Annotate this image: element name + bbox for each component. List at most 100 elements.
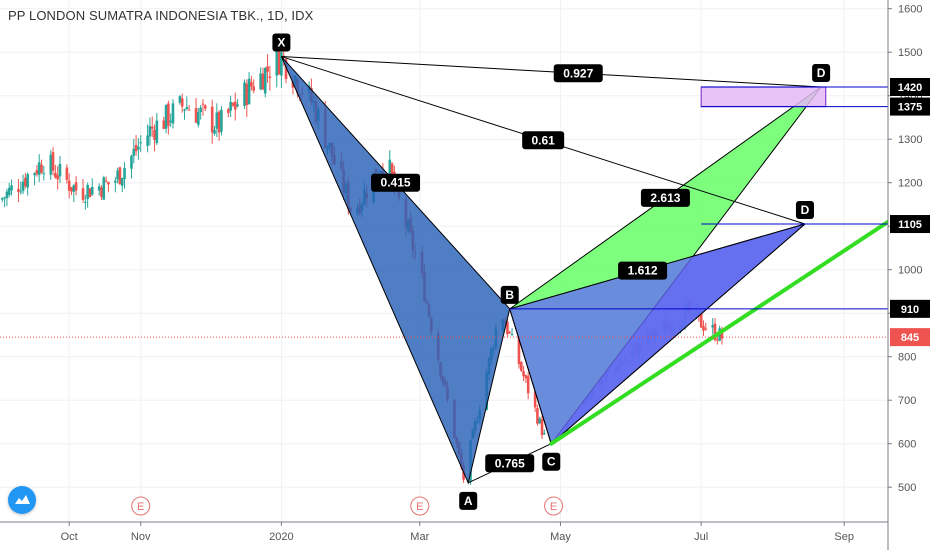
point-badge (812, 64, 831, 82)
candle-body (716, 339, 719, 341)
y-tick-label: 800 (898, 352, 916, 364)
candle-body (517, 335, 521, 365)
candle-body (197, 112, 200, 125)
candle-body (21, 181, 25, 192)
candle-body (720, 331, 724, 339)
y-tick-label: 1600 (898, 4, 922, 16)
candle-body (24, 177, 27, 187)
candle-body (268, 76, 272, 79)
candle-body (155, 120, 159, 143)
candle-body (114, 180, 117, 183)
candle-body (51, 152, 55, 171)
candle-body (210, 106, 214, 133)
candle-body (17, 188, 20, 193)
candle-body (104, 180, 108, 182)
candle-body (522, 371, 525, 377)
candle-body (215, 112, 219, 129)
candle-body (167, 103, 170, 126)
candle-body (26, 174, 29, 188)
y-tick-label: 1200 (898, 178, 922, 190)
app-logo[interactable] (8, 486, 36, 514)
x-tick-label: Nov (131, 531, 151, 543)
candle-body (194, 108, 198, 123)
candle-body (42, 173, 46, 175)
candle-body (277, 51, 281, 75)
candle-body (510, 334, 514, 336)
candle-body (178, 96, 182, 103)
level-badge-1105-bg (890, 215, 930, 234)
candle-body (97, 186, 101, 191)
candle-body (524, 375, 528, 379)
candle-body (54, 172, 57, 178)
candle-body (233, 101, 237, 110)
candle-body (536, 408, 539, 424)
candle-body (183, 109, 186, 111)
point-badge (542, 452, 561, 471)
point-badge (272, 33, 291, 52)
last-price-badge-bg (890, 328, 930, 347)
point-label: C (547, 455, 556, 469)
candle-body (713, 323, 717, 340)
candle-body (10, 185, 13, 191)
candle-body (153, 129, 156, 140)
candle-body (132, 148, 136, 156)
candle-body (201, 103, 205, 105)
candle-body (123, 168, 126, 180)
candle-body (243, 82, 246, 106)
point-label: X (277, 36, 285, 50)
ratio-badge (371, 173, 421, 192)
candle-body (65, 167, 69, 180)
x-tick-label: May (550, 531, 571, 543)
ratio-label: 0.765 (495, 456, 525, 470)
candle-body (139, 142, 142, 144)
candle-body (1, 198, 4, 200)
candle-body (526, 376, 530, 394)
candle-body (390, 163, 394, 174)
candle-body (231, 103, 235, 106)
candle-body (236, 104, 239, 107)
y-tick-label: 700 (898, 395, 916, 407)
candle-body (263, 67, 267, 94)
candle-body (247, 78, 251, 105)
candle-body (134, 144, 138, 152)
candle-body (245, 83, 249, 106)
y-tick-label: 1000 (898, 265, 922, 277)
candle-body (90, 186, 94, 195)
level-badge-1375: 1375 (898, 102, 922, 114)
point-label: D (817, 66, 826, 80)
ratio-badge (618, 261, 668, 280)
candle-body (538, 418, 542, 424)
candle-body (252, 86, 256, 91)
candle-body (19, 191, 23, 193)
candle-body (203, 105, 207, 109)
candle-body (102, 177, 106, 200)
earnings-marker (410, 496, 430, 516)
point-badge (795, 201, 814, 220)
candle-body (5, 191, 9, 199)
point-badge (500, 285, 519, 304)
point-label: B (505, 288, 514, 302)
earnings-marker (131, 496, 151, 516)
point-badge (459, 491, 478, 510)
level-badge-910: 910 (901, 304, 919, 316)
candle-body (187, 109, 191, 111)
ratio-badge (522, 131, 565, 150)
level-badge-1375-bg (890, 97, 930, 116)
candle-body (35, 170, 39, 175)
candle-body (261, 73, 265, 90)
candle-body (519, 362, 523, 371)
level-badge-1420: 1420 (898, 82, 922, 94)
earnings-label: E (137, 501, 144, 513)
candle-body (74, 182, 78, 191)
y-tick-label: 600 (898, 439, 916, 451)
point-label: A (464, 494, 473, 508)
candle-body (171, 103, 175, 124)
candle-body (7, 187, 11, 195)
ratio-label: 2.613 (650, 191, 680, 205)
x-tick-label: Oct (61, 531, 78, 543)
candle-body (280, 52, 283, 76)
candle-body (540, 419, 544, 436)
candle-body (699, 313, 703, 328)
candle-body (508, 332, 512, 334)
